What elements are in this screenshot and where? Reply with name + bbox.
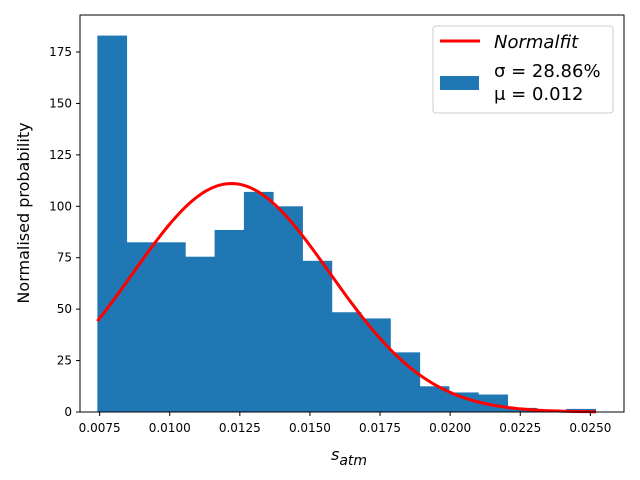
legend-mu-label: μ = 0.012 [494, 84, 584, 105]
x-tick-label: 0.0100 [149, 421, 191, 435]
histogram-bar [273, 206, 303, 412]
x-tick-label: 0.0125 [219, 421, 261, 435]
legend-sigma-label: σ = 28.86% [494, 61, 601, 82]
legend-histogram-patch [440, 76, 479, 90]
y-tick-label: 75 [57, 251, 72, 265]
y-tick-label: 125 [49, 148, 72, 162]
x-tick-label: 0.0225 [499, 421, 541, 435]
histogram-bar [126, 242, 157, 412]
legend-box [432, 25, 614, 114]
y-tick-label: 150 [49, 96, 72, 110]
x-tick-label: 0.0175 [359, 421, 401, 435]
x-tick-label: 0.0200 [429, 421, 471, 435]
legend-fit-label: Normalfit [494, 32, 579, 53]
histogram-bar [390, 352, 421, 412]
y-tick-label: 175 [49, 45, 72, 59]
histogram-bar [155, 242, 186, 412]
y-tick-label: 50 [57, 302, 72, 316]
histogram-bar [97, 35, 128, 412]
histogram-bar [331, 312, 362, 412]
histogram-bar [243, 191, 274, 412]
y-axis-ticks: 0 25 50 75 100 125 150 175 [49, 45, 80, 419]
histogram-bar [302, 260, 333, 412]
x-tick-label: 0.0150 [289, 421, 331, 435]
histogram-bar [185, 256, 215, 412]
legend: Normalfit σ = 28.86% μ = 0.012 [432, 25, 614, 114]
y-tick-label: 25 [57, 354, 72, 368]
y-tick-label: 0 [64, 405, 72, 419]
x-axis-ticks: 0.0075 0.0100 0.0125 0.0150 0.0175 0.0200 0.02… [79, 412, 611, 435]
histogram-bars [97, 35, 596, 412]
y-tick-label: 100 [49, 199, 72, 213]
x-axis-label: satm [331, 445, 367, 469]
histogram-bar [214, 229, 245, 412]
x-tick-label: 0.0250 [569, 421, 611, 435]
plot-frame [79, 14, 625, 413]
y-axis-label: Normalised probability [14, 122, 33, 303]
x-tick-label: 0.0075 [79, 421, 121, 435]
histogram-bar [449, 392, 479, 412]
normal-fit-curve [96, 182, 596, 414]
